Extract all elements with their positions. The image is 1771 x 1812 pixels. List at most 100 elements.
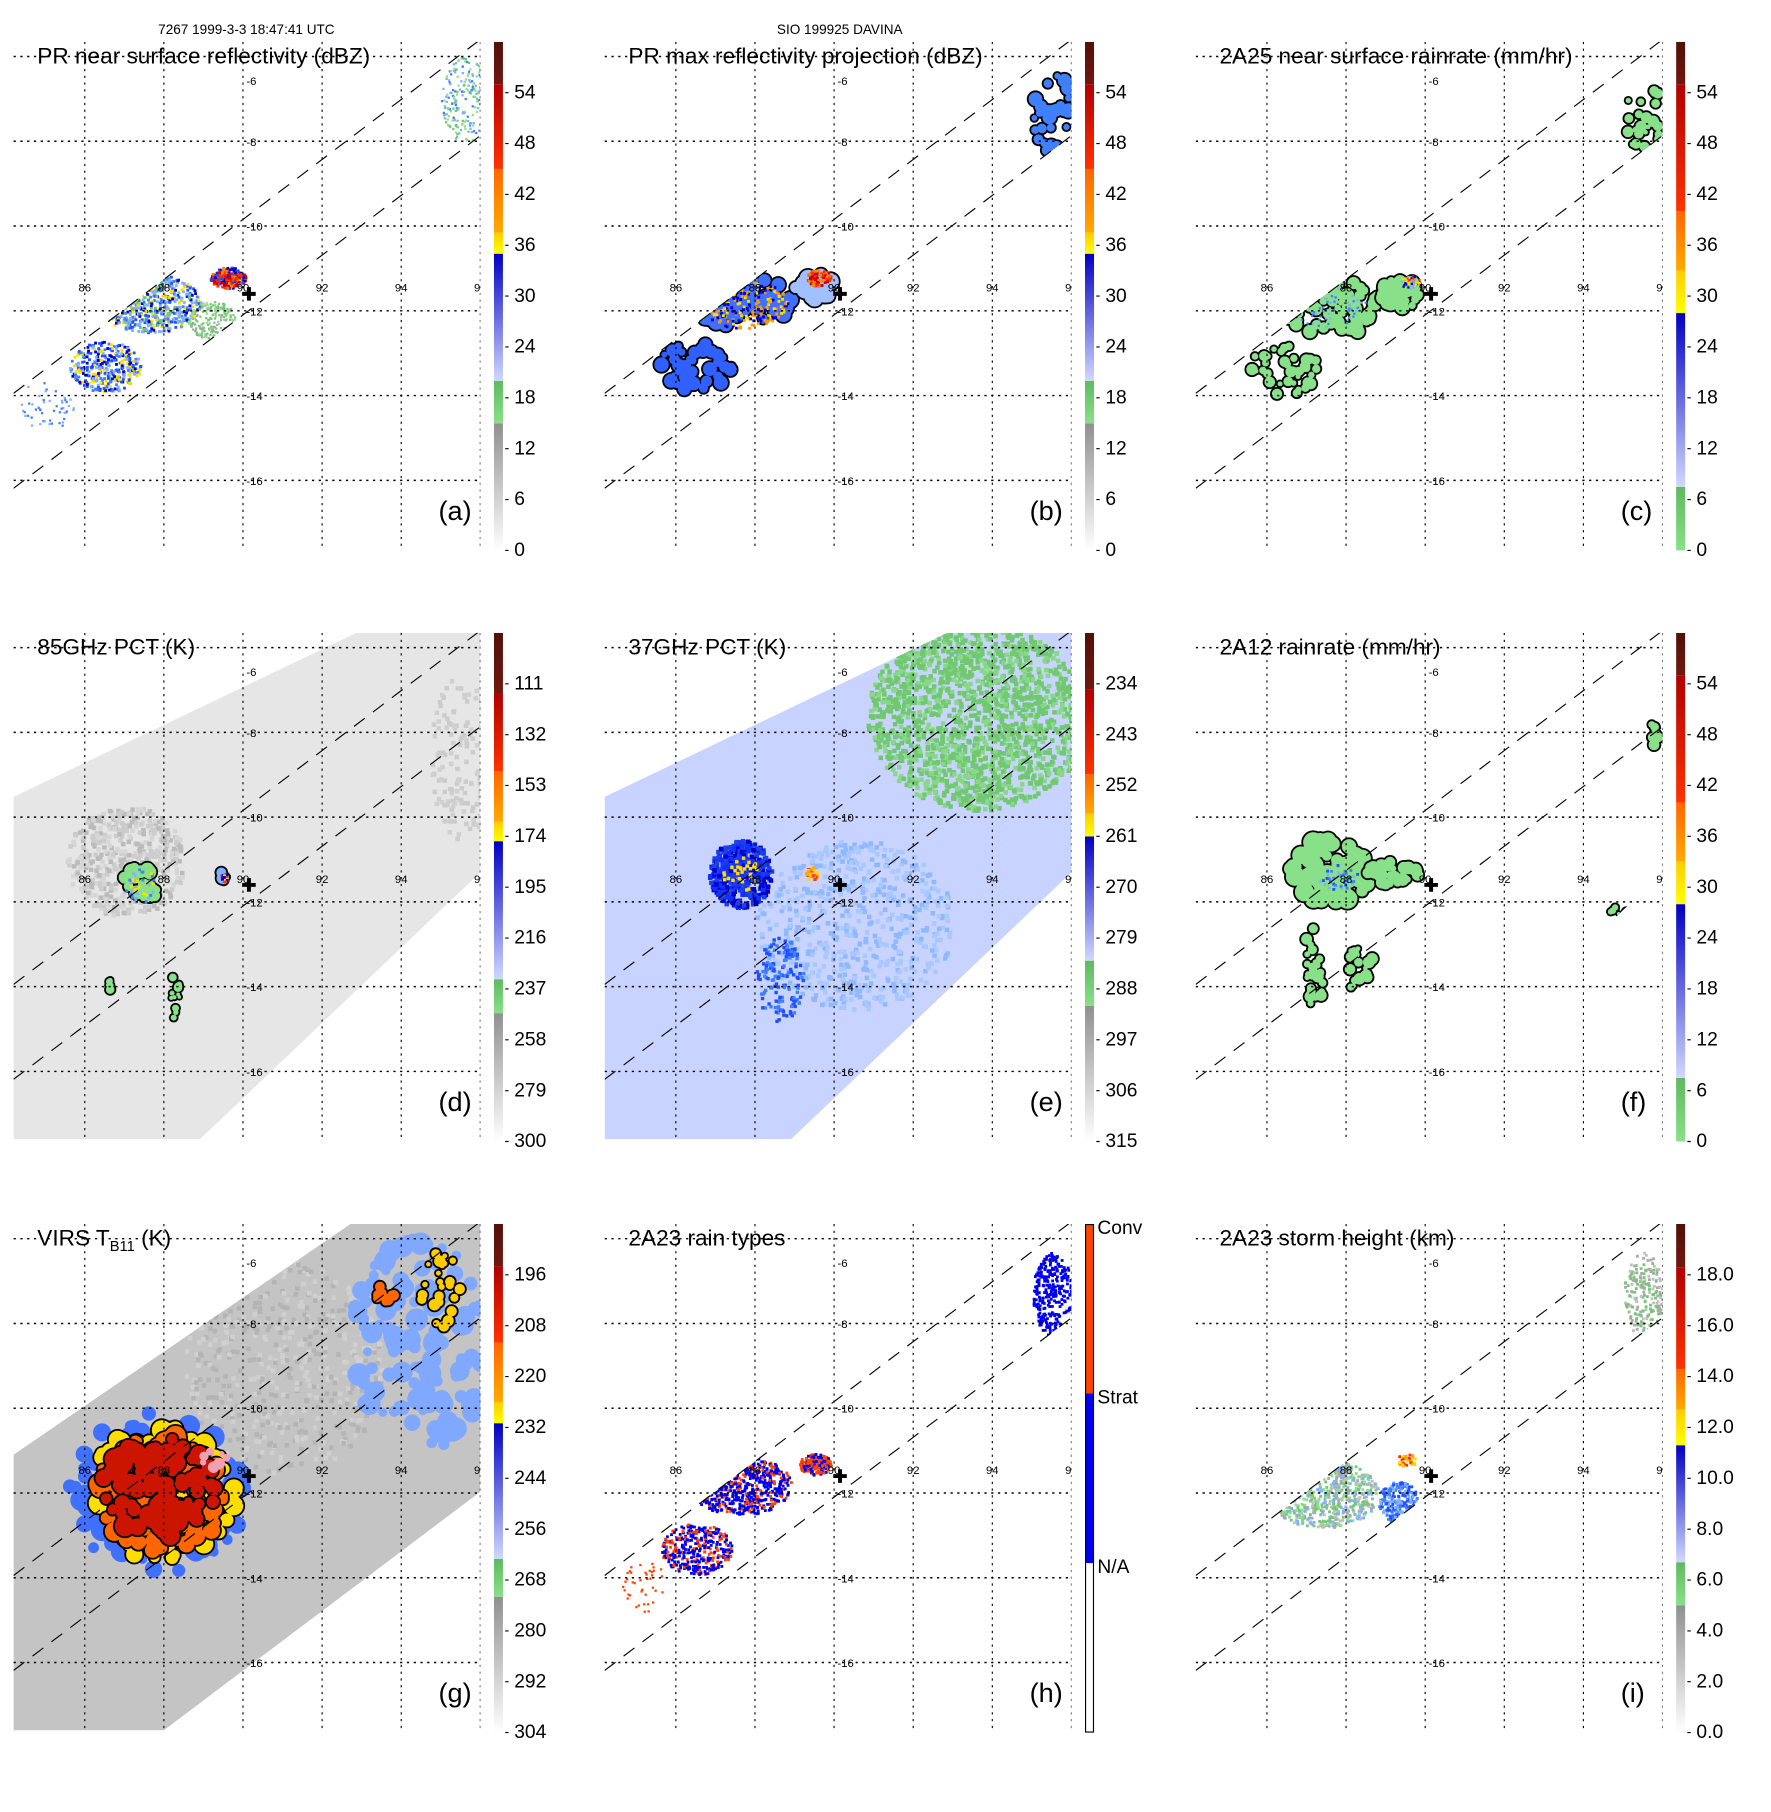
data-pixel (98, 302, 101, 305)
data-pixel (433, 734, 438, 739)
data-pixel (96, 856, 101, 861)
data-pixel (59, 411, 61, 413)
data-pixel (823, 270, 826, 273)
data-pixel (756, 317, 759, 320)
data-pixel (997, 783, 1002, 788)
data-pixel (127, 280, 130, 283)
data-pixel (201, 334, 203, 336)
data-pixel (1031, 677, 1036, 682)
data-pixel (232, 324, 234, 326)
data-pixel (199, 327, 201, 329)
data-pixel (438, 767, 443, 772)
data-pixel (979, 691, 984, 696)
colorbar-tick-label: 18 (1105, 387, 1126, 410)
data-pixel (220, 277, 223, 280)
data-pixel (978, 758, 983, 763)
data-pixel (192, 309, 194, 311)
data-pixel (134, 898, 137, 901)
data-pixel (475, 132, 477, 134)
colorbar (1676, 42, 1699, 553)
data-pixel (1009, 670, 1014, 675)
data-pixel (118, 285, 121, 288)
data-pixel (102, 299, 105, 302)
data-pixel (886, 704, 891, 709)
data-pixel (127, 355, 130, 358)
data-pixel (74, 833, 79, 838)
data-pixel (1061, 751, 1066, 756)
data-pixel (950, 694, 955, 699)
data-pixel (74, 356, 77, 359)
data-pixel (468, 85, 470, 87)
data-pixel (181, 297, 184, 300)
data-pixel (1355, 310, 1357, 312)
data-pixel (1306, 291, 1308, 293)
data-pixel (164, 296, 167, 299)
data-pixel (465, 720, 470, 725)
data-pixel (1317, 297, 1319, 299)
data-pixel (947, 665, 952, 670)
data-pixel (124, 282, 127, 285)
data-pixel (937, 633, 942, 635)
data-pixel (748, 327, 751, 330)
data-pixel (128, 286, 131, 289)
data-pixel (1060, 725, 1065, 730)
data-pixel (1000, 698, 1005, 703)
colorbar-tick-label: 54 (514, 81, 535, 104)
data-pixel (768, 318, 771, 321)
lat-label: -6 (1429, 76, 1439, 88)
data-pixel (209, 334, 211, 336)
data-pixel (912, 642, 917, 647)
data-pixel (929, 771, 934, 776)
lat-label: -10 (1429, 222, 1445, 234)
data-pixel (121, 350, 124, 353)
data-pixel (141, 879, 144, 882)
data-pixel (144, 274, 147, 277)
data-pixel (229, 277, 232, 280)
data-pixel (738, 327, 741, 330)
data-pixel (35, 408, 37, 410)
data-pixel (86, 355, 89, 358)
data-pixel (961, 763, 966, 768)
data-pixel (231, 281, 234, 284)
data-pixel (134, 367, 137, 370)
pr-swath-edge (1196, 42, 1663, 393)
data-pixel (51, 422, 53, 424)
data-pixel (475, 689, 480, 694)
data-pixel (136, 892, 139, 895)
data-pixel (474, 87, 476, 89)
data-pixel (180, 288, 183, 291)
orbit-time-header: 7267 1999-3-3 18:47:41 UTC (158, 21, 334, 37)
data-pixel (132, 872, 135, 875)
data-pixel (21, 404, 23, 406)
data-pixel (76, 364, 79, 367)
data-pixel (993, 680, 998, 685)
data-pixel (236, 277, 239, 280)
data-pixel (38, 407, 40, 409)
data-pixel (952, 708, 957, 713)
data-pixel (186, 319, 189, 322)
colorbar-band-blue (1676, 313, 1685, 487)
data-pixel (111, 282, 114, 285)
data-pixel (213, 334, 215, 336)
data-pixel (139, 281, 142, 284)
data-pixel (881, 688, 886, 693)
data-pixel (106, 298, 109, 301)
data-pixel (939, 677, 944, 682)
data-pixel (1311, 311, 1313, 313)
data-pixel (175, 880, 180, 885)
data-pixel (458, 738, 463, 743)
data-pixel (1067, 749, 1072, 754)
data-pixel (464, 760, 469, 765)
data-pixel (1017, 726, 1022, 731)
data-pixel (113, 289, 116, 292)
data-pixel (1329, 307, 1331, 309)
data-pixel (921, 637, 926, 642)
data-pixel (103, 341, 106, 344)
data-pixel (436, 726, 441, 731)
data-pixel (77, 376, 80, 379)
data-pixel (99, 306, 102, 309)
data-pixel (894, 697, 899, 702)
data-pixel (759, 320, 762, 323)
data-pixel (1061, 662, 1066, 667)
data-pixel (927, 662, 932, 667)
